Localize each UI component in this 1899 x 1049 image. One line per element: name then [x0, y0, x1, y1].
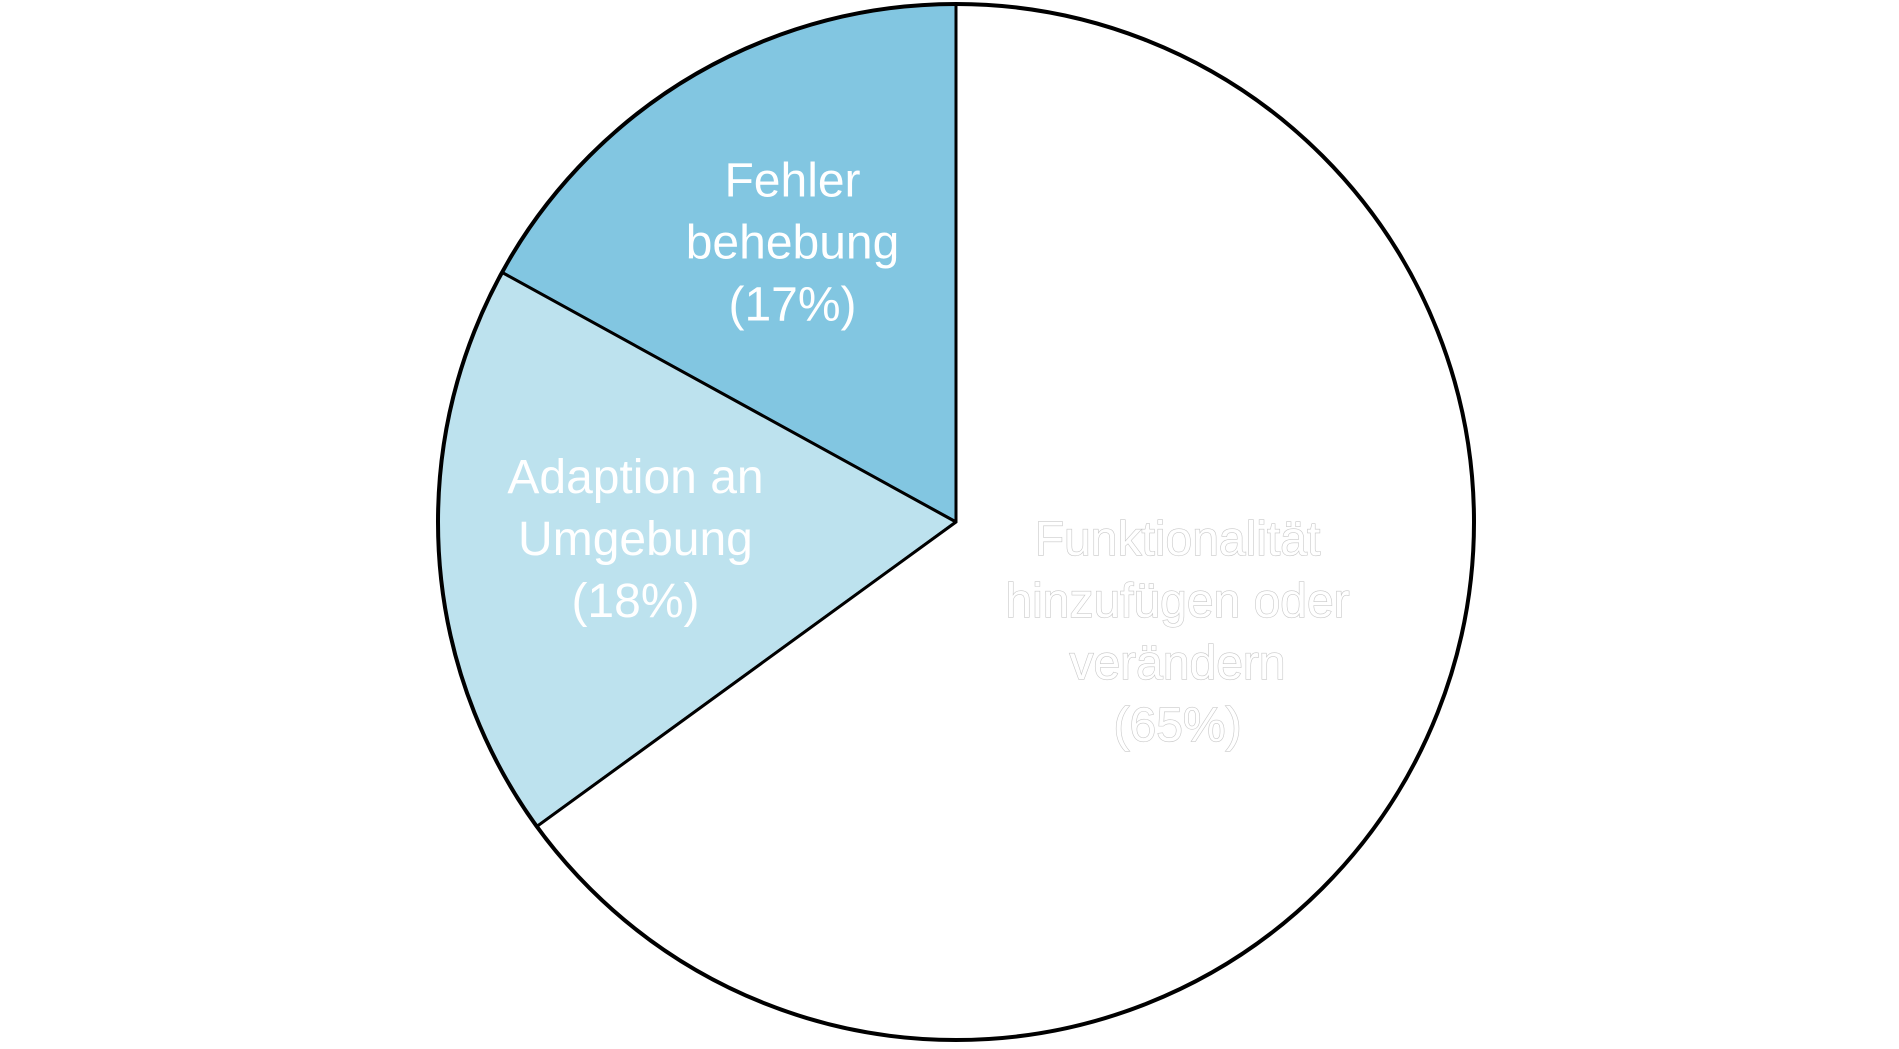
slice-label-2-line-3: (18%): [571, 575, 699, 628]
pie-labels: Fehler behebung (17%) Adaption an Umgebung (1…: [507, 154, 1350, 752]
slice-label-2-line-1: Adaption an: [507, 451, 763, 504]
slice-label-3-line-3: verändern: [1069, 637, 1285, 690]
slice-label-1-line-1: Fehler: [724, 154, 860, 207]
slice-label-3-line-1: Funktionalität: [1035, 513, 1321, 566]
slice-label-2-line-2: Umgebung: [518, 513, 753, 566]
slice-label-3: Funktionalität hinzufügen oder verändern (6…: [1005, 513, 1349, 752]
slice-label-1-line-2: behebung: [686, 216, 900, 269]
slice-label-3-line-4: (65%): [1114, 699, 1242, 752]
slice-label-1-line-3: (17%): [728, 278, 856, 331]
slice-label-2: Adaption an Umgebung (18%): [507, 451, 763, 628]
slice-label-3-line-2: hinzufügen oder: [1005, 575, 1349, 628]
slice-label-1: Fehler behebung (17%): [686, 154, 900, 331]
pie-outline: [436, 2, 1476, 1042]
